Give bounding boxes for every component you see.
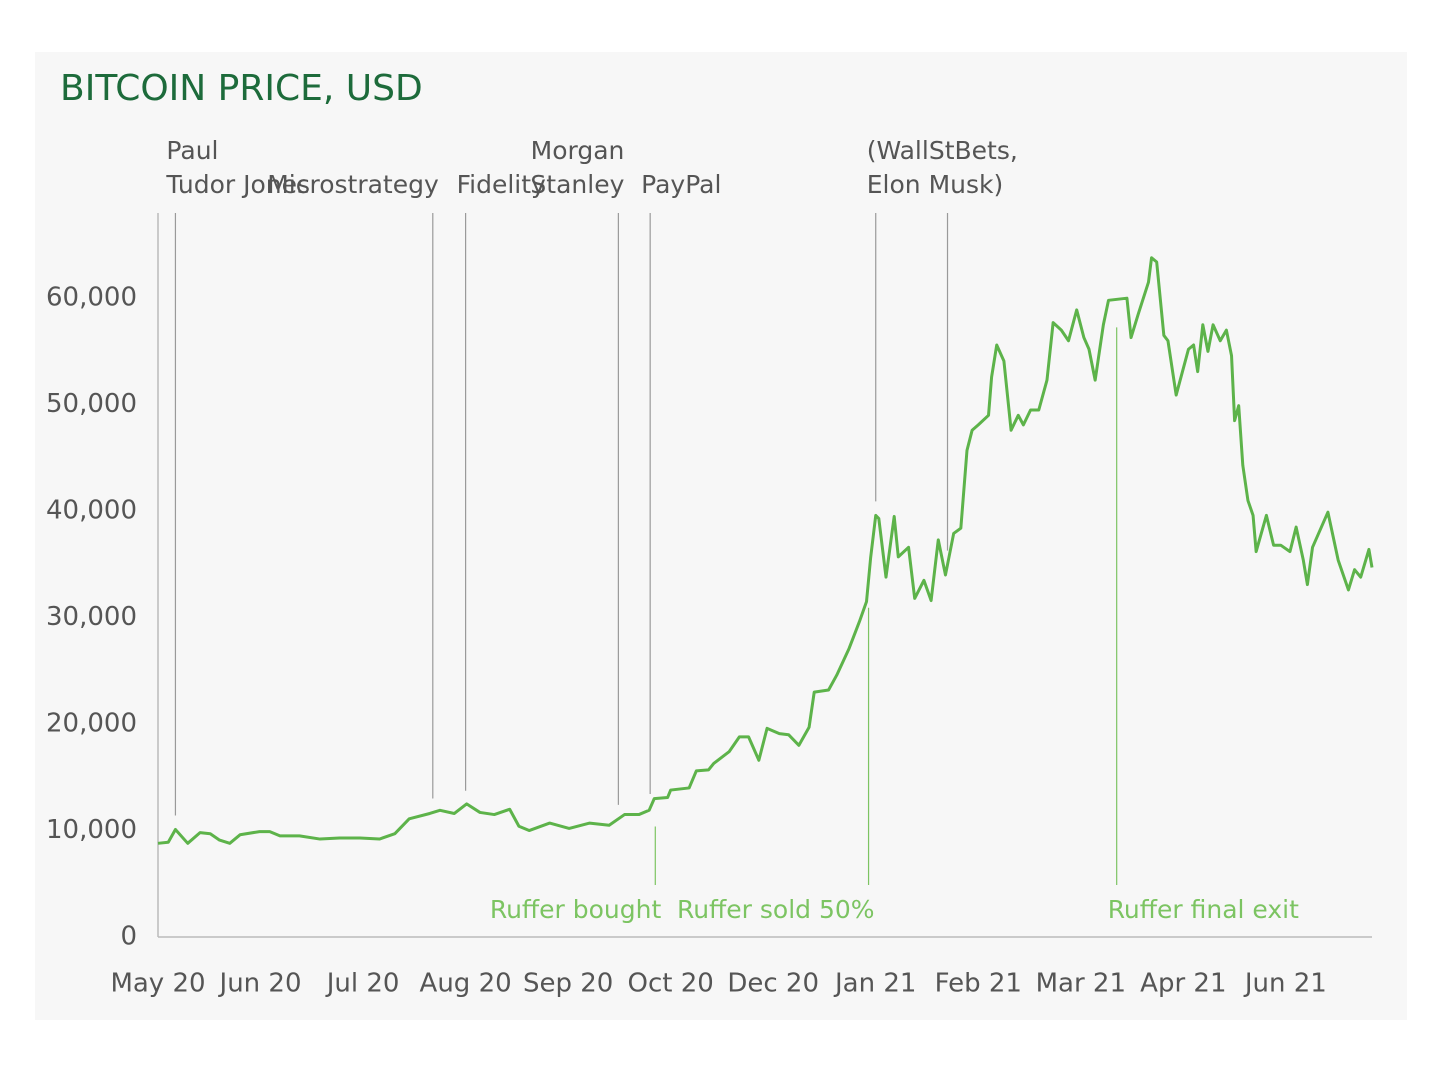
annotation-label: (WallStBets, — [867, 136, 1018, 165]
x-tick-label: Mar 21 — [1036, 969, 1126, 999]
chart-title: BITCOIN PRICE, USD — [60, 68, 423, 109]
annotation-label: Fidelity — [457, 170, 546, 199]
x-tick-label: May 20 — [110, 969, 205, 999]
annotation-label: Microstrategy — [267, 170, 439, 199]
x-tick-label: Jun 20 — [218, 969, 302, 999]
y-tick-label: 20,000 — [46, 709, 137, 739]
x-tick-label: Dec 20 — [727, 969, 819, 999]
x-tick-label: Jan 21 — [833, 969, 916, 999]
annotation-label: PayPal — [641, 170, 721, 199]
annotation-label: Paul — [166, 136, 218, 165]
x-tick-label: Oct 20 — [628, 969, 714, 999]
price-line — [157, 256, 1374, 845]
annotation-label: Elon Musk) — [867, 170, 1004, 199]
annotation-label: Morgan — [531, 136, 625, 165]
y-tick-label: 50,000 — [46, 389, 137, 419]
annotation-label: Tudor Jones — [165, 170, 310, 199]
x-tick-label: Jun 21 — [1243, 969, 1327, 999]
y-tick-label: 60,000 — [46, 283, 137, 313]
chart-panel — [35, 52, 1407, 1020]
y-tick-label: 40,000 — [46, 496, 137, 526]
annotation-label: Ruffer bought — [490, 895, 662, 924]
x-tick-label: Apr 21 — [1140, 969, 1226, 999]
y-tick-label: 10,000 — [46, 815, 137, 845]
annotation-label: Stanley — [530, 170, 624, 199]
x-tick-label: Aug 20 — [420, 969, 512, 999]
annotation-label: Ruffer final exit — [1108, 895, 1299, 924]
x-tick-label: Sep 20 — [523, 969, 613, 999]
annotation-label: Ruffer sold 50% — [677, 895, 875, 924]
x-tick-label: Jul 20 — [325, 969, 400, 999]
y-tick-label: 0 — [120, 922, 137, 952]
y-tick-label: 30,000 — [46, 602, 137, 632]
x-tick-label: Feb 21 — [935, 969, 1022, 999]
